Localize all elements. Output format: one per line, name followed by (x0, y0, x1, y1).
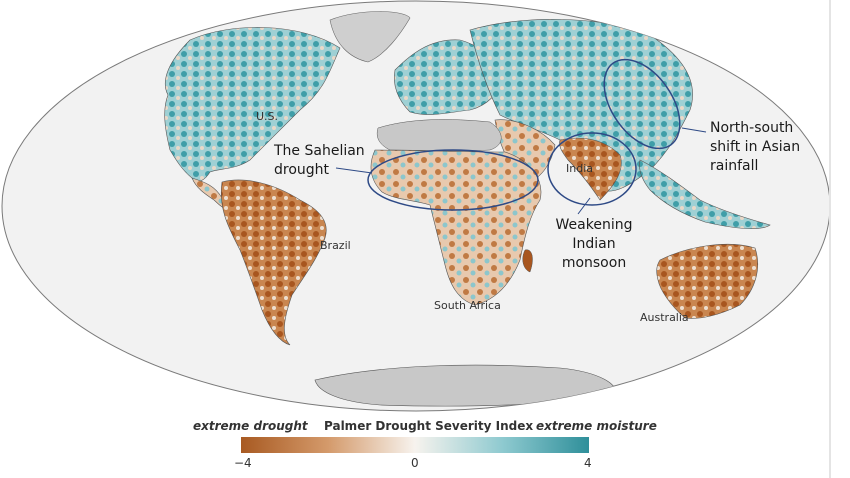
label-brazil: Brazil (320, 239, 351, 252)
label-sahelian-drought: The Sahelian drought (274, 142, 365, 180)
india-landmass (559, 137, 622, 201)
legend-left-label: extreme drought (193, 419, 308, 433)
asia-highlight-ellipse (603, 58, 681, 150)
label-indian-monsoon: Weakening Indian monsoon (554, 216, 634, 273)
indian-line-3: monsoon (561, 255, 627, 271)
legend-title: Palmer Drought Severity Index (324, 419, 534, 433)
legend-tick-mid: 0 (411, 456, 419, 470)
asian-line-3: rainfall (710, 158, 759, 174)
sahel-highlight-ellipse (367, 149, 539, 211)
sahara-no-data (376, 119, 502, 152)
label-us: U.S. (256, 110, 279, 123)
sahel-leader-line (335, 167, 373, 174)
indian-line-2: Indian (572, 236, 616, 252)
asian-line-1: North-south (710, 120, 794, 136)
australia-landmass (656, 243, 758, 319)
india-leader-line (577, 197, 591, 215)
label-south-africa: South Africa (434, 299, 501, 312)
legend-color-bar (241, 437, 589, 453)
legend-right-label: extreme moisture (536, 419, 657, 433)
south-america-landmass (220, 179, 327, 346)
asian-line-2: shift in Asian (710, 139, 801, 155)
sahelian-line-1: The Sahelian (274, 143, 365, 159)
southeast-asia-landmass (639, 159, 771, 229)
label-india: India (566, 162, 593, 175)
sahelian-line-2: drought (274, 162, 330, 178)
new-zealand-landmass (793, 299, 804, 331)
page-divider (829, 0, 831, 478)
legend-tick-max: 4 (584, 456, 592, 470)
asia-leader-line (681, 127, 707, 133)
legend-tick-min: −4 (234, 456, 252, 470)
north-america-landmass (164, 27, 341, 182)
indian-line-1: Weakening (555, 217, 633, 233)
greenland-landmass (329, 11, 411, 63)
label-australia: Australia (640, 311, 689, 324)
madagascar-landmass (522, 249, 533, 273)
africa-landmass (370, 149, 542, 306)
india-highlight-ellipse (547, 132, 637, 206)
label-asian-rainfall: North-south shift in Asian rainfall (710, 119, 800, 176)
